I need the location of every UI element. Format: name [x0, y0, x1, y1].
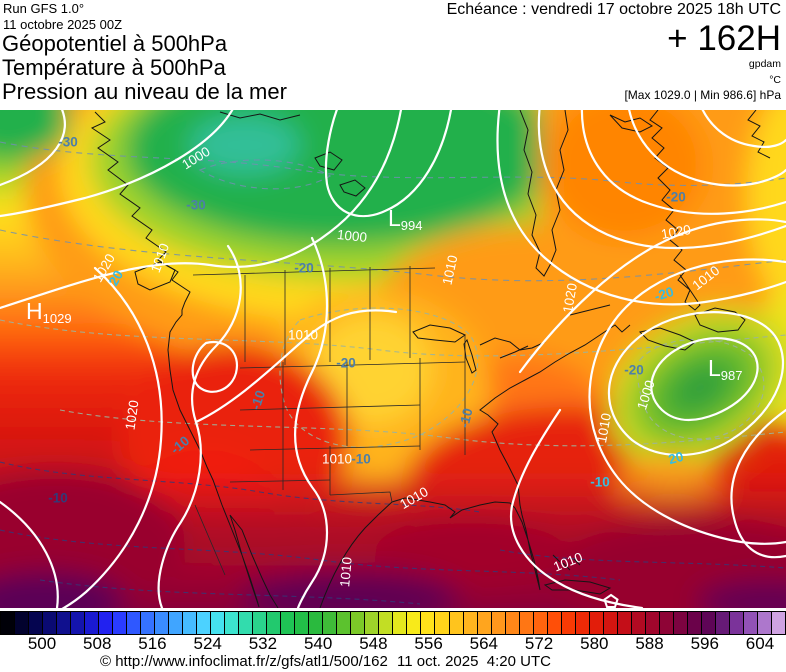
colorbar-cell [658, 612, 673, 634]
isobars [0, 110, 786, 608]
temperature-unit-label: °C [769, 74, 781, 86]
colorbar-cell [210, 612, 225, 634]
colorbar-tick-label: 540 [303, 634, 333, 653]
colorbar-cell [560, 612, 575, 634]
colorbar-cell [504, 612, 519, 634]
geopotential-unit-label: gpdam [748, 58, 781, 70]
colorbar-cell [168, 612, 183, 634]
colorbar-cell [462, 612, 477, 634]
colorbar-cell [644, 612, 659, 634]
colorbar-cell [98, 612, 113, 634]
colorbar-cell [140, 612, 155, 634]
colorbar-cell [588, 612, 603, 634]
colorbar-cell [280, 612, 295, 634]
colorbar-cell [770, 612, 785, 634]
colorbar-cell [378, 612, 393, 634]
colorbar-cell [182, 612, 197, 634]
colorbar-cell [42, 612, 57, 634]
colorbar-cell [490, 612, 505, 634]
colorbar-cell [28, 612, 43, 634]
colorbar-cell [84, 612, 99, 634]
page-title-geopotential: Géopotentiel à 500hPa [2, 31, 228, 56]
colorbar-cell [70, 612, 85, 634]
colorbar [0, 611, 786, 635]
colorbar-tick-label: 580 [580, 634, 609, 653]
colorbar-cell [112, 612, 127, 634]
temperature-contours-north [0, 141, 786, 282]
colorbar-cell [434, 612, 449, 634]
pressure-minmax-label: [Max 1029.0 | Min 986.6] hPa [624, 88, 781, 102]
colorbar-ticks: 500 508 516 524 532 540 548 556 564 572 580 588 596 6… [0, 634, 786, 653]
colorbar-tick-label: 588 [635, 634, 664, 653]
colorbar-tick-label: 604 [745, 634, 775, 653]
colorbar-cell [714, 612, 729, 634]
colorbar-tick-label: 532 [248, 634, 278, 653]
colorbar-cell [56, 612, 71, 634]
colorbar-cell [518, 612, 533, 634]
colorbar-tick-label: 524 [193, 634, 222, 653]
colorbar-tick-label: 596 [690, 634, 719, 653]
colorbar-tick-label: 508 [83, 634, 112, 653]
state-borders [192, 266, 466, 576]
colorbar-cell [294, 612, 309, 634]
colorbar-cell [406, 612, 421, 634]
colorbar-cell [742, 612, 757, 634]
colorbar-cell [350, 612, 365, 634]
colorbar-cell [700, 612, 715, 634]
colorbar-cell [154, 612, 169, 634]
colorbar-cell [14, 612, 29, 634]
colorbar-cell [196, 612, 211, 634]
colorbar-tick-label: 556 [414, 634, 443, 653]
colorbar-cell [686, 612, 701, 634]
footer: © http://www.infoclimat.fr/z/gfs/atl1/50… [0, 652, 786, 672]
coastlines [90, 110, 771, 608]
run-date-label: 11 octobre 2025 00Z [3, 17, 123, 32]
colorbar-cell [672, 612, 687, 634]
colorbar-cell [308, 612, 323, 634]
colorbar-tick-label: 500 [27, 634, 57, 653]
page-title-pressure: Pression au niveau de la mer [2, 79, 287, 104]
colorbar-tick-label: 516 [138, 634, 167, 653]
colorbar-cell [630, 612, 645, 634]
colorbar-cell [728, 612, 743, 634]
temperature-contours-mid [0, 307, 786, 448]
colorbar-cell [616, 612, 631, 634]
colorbar-cell [336, 612, 351, 634]
colorbar-cell [448, 612, 463, 634]
colorbar-cell [224, 612, 239, 634]
colorbar-cell [546, 612, 561, 634]
color-field [0, 110, 786, 608]
header: Run GFS 1.0° 11 octobre 2025 00Z Géopote… [0, 0, 786, 110]
colorbar-cell [126, 612, 141, 634]
colorbar-cell [322, 612, 337, 634]
colorbar-tick-label: 564 [469, 634, 499, 653]
colorbar-cell [392, 612, 407, 634]
tropical-cyclone-icon [603, 593, 619, 608]
colorbar-tick-label: 548 [359, 634, 388, 653]
colorbar-cell [252, 612, 267, 634]
colorbar-tick-label: 572 [524, 634, 554, 653]
colorbar-cell [602, 612, 617, 634]
valid-time-label: Echéance : vendredi 17 octobre 2025 18h … [446, 1, 781, 18]
colorbar-cell [476, 612, 491, 634]
colorbar-cell [1, 612, 15, 634]
colorbar-cell [266, 612, 281, 634]
map-canvas [0, 110, 786, 608]
colorbar-cell [238, 612, 253, 634]
colorbar-cell [420, 612, 435, 634]
generation-timestamp: 11 oct. 2025 4:20 UTC [397, 653, 551, 670]
colorbar-cell [364, 612, 379, 634]
run-model-label: Run GFS 1.0° [3, 1, 85, 16]
colorbar-cell [756, 612, 771, 634]
copyright-url: © http://www.infoclimat.fr/z/gfs/atl1/50… [100, 653, 388, 670]
colorbar-cell [574, 612, 589, 634]
weather-map: 1000 1000 1010 1010 1020 1020 1020 1010 1020 1000… [0, 110, 786, 608]
colorbar-cell [532, 612, 547, 634]
page-title-temperature: Température à 500hPa [2, 55, 226, 80]
forecast-hour-label: + 162H [667, 19, 781, 58]
